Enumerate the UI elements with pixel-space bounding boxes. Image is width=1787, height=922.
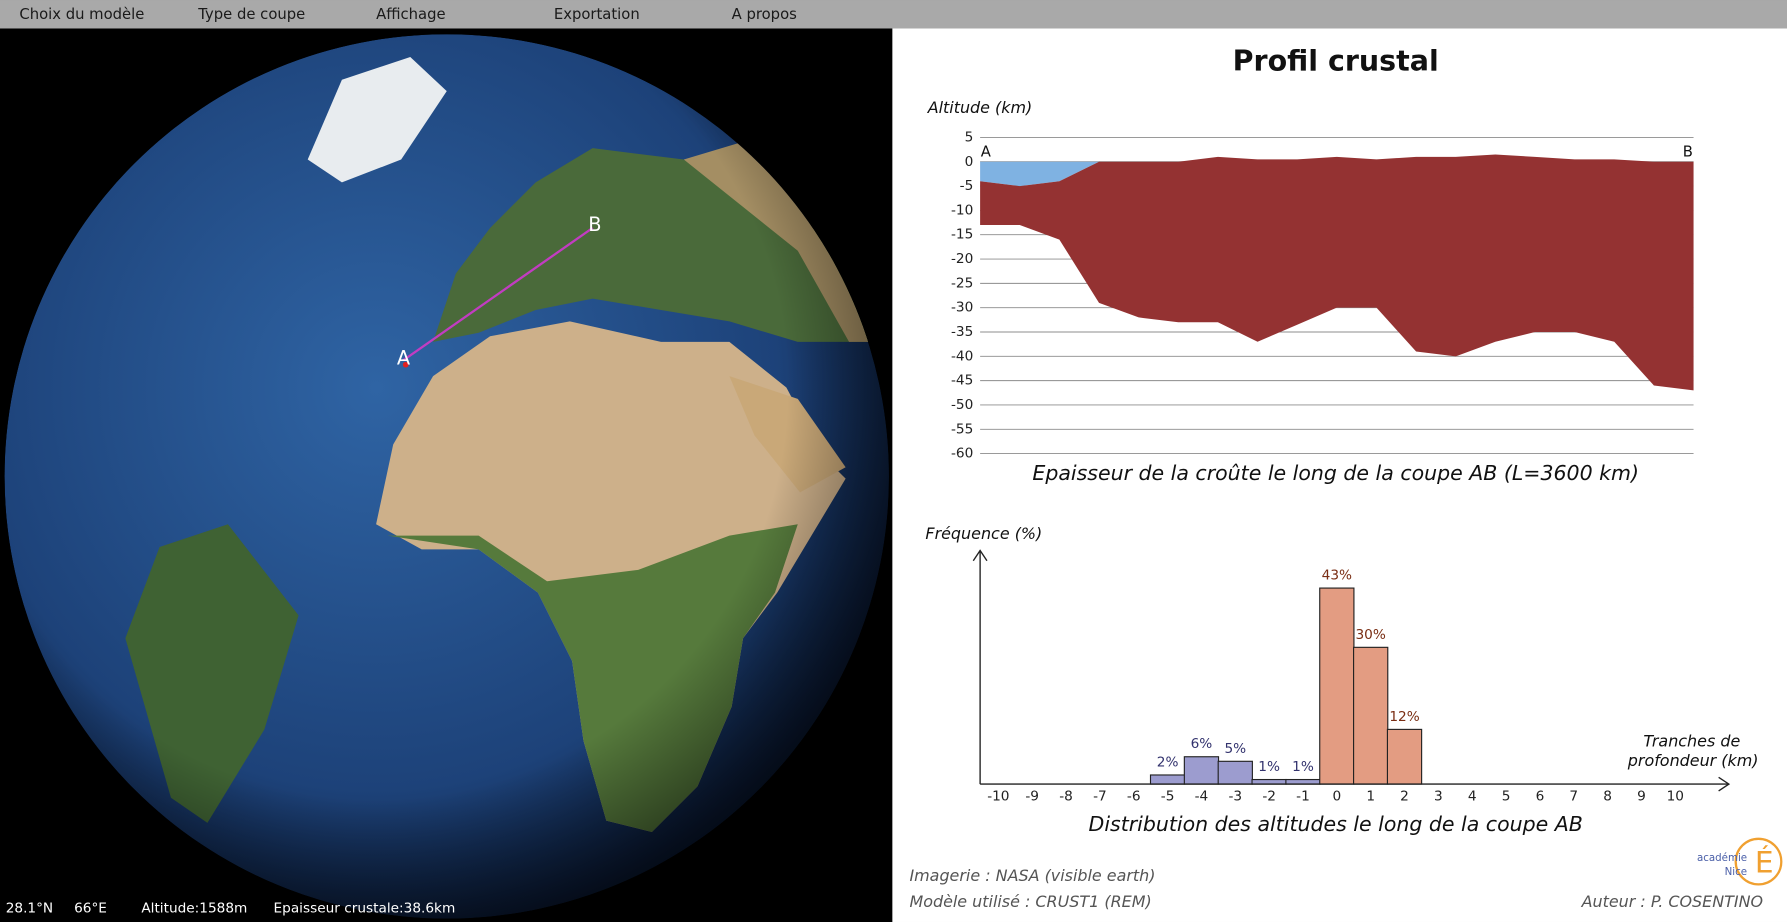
y-tick-label: -35	[951, 324, 973, 340]
status-altitude: Altitude:1588m	[141, 900, 247, 916]
x-tick-label: 10	[1667, 789, 1684, 805]
x-axis-arrow	[1718, 776, 1731, 792]
start-label: A	[981, 144, 991, 161]
end-label: B	[1683, 144, 1693, 161]
x-axis-title: profondeur (km)	[1627, 751, 1759, 770]
bar	[1353, 646, 1389, 785]
point-b-label: B	[588, 213, 601, 236]
bar	[1217, 760, 1253, 785]
status-latitude: 28.1°N	[6, 900, 53, 916]
y-axis-title: Altitude (km)	[927, 98, 1033, 117]
x-tick-label: 8	[1603, 789, 1612, 805]
status-thickness: Epaisseur crustale:38.6km	[274, 900, 456, 916]
x-tick-label: -10	[987, 789, 1009, 805]
x-tick-label: -5	[1161, 789, 1175, 805]
chart-caption: Epaisseur de la croûte le long de la cou…	[1032, 461, 1639, 485]
x-tick-label: 5	[1502, 789, 1511, 805]
y-tick-label: -50	[951, 397, 973, 413]
footer-imagery: Imagerie : NASA (visible earth)	[909, 866, 1155, 885]
x-tick-label: 2	[1400, 789, 1409, 805]
value-label: 1%	[1292, 759, 1314, 775]
y-tick-label: 5	[965, 129, 974, 145]
point-a-label: A	[397, 346, 411, 369]
point-a-marker	[402, 361, 409, 368]
x-tick-label: 6	[1536, 789, 1545, 805]
x-tick-label: -9	[1025, 789, 1039, 805]
y-axis-arrow	[972, 549, 988, 562]
value-label: 2%	[1157, 754, 1179, 770]
value-label: 30%	[1355, 627, 1385, 643]
logo-mark: É	[1755, 844, 1774, 879]
x-tick-label: 9	[1637, 789, 1646, 805]
y-tick-label: -30	[951, 300, 973, 316]
x-tick-label: 7	[1569, 789, 1578, 805]
x-tick-label: 0	[1332, 789, 1341, 805]
footer-author: Auteur : P. COSENTINO	[1581, 892, 1763, 911]
menu-item[interactable]: A propos	[732, 6, 797, 23]
status-longitude: 66°E	[74, 900, 107, 916]
y-tick-label: -45	[951, 373, 973, 389]
page-title: Profil crustal	[1233, 45, 1439, 78]
x-tick-label: -1	[1296, 789, 1310, 805]
bar	[1183, 756, 1220, 785]
value-label: 6%	[1191, 736, 1213, 752]
crust-area	[980, 154, 1694, 391]
menu-item[interactable]: Choix du modèle	[19, 6, 144, 23]
menu-item[interactable]: Type de coupe	[197, 6, 305, 23]
y-tick-label: -25	[951, 275, 973, 291]
x-tick-label: 1	[1366, 789, 1375, 805]
y-tick-label: 0	[965, 154, 974, 170]
y-tick-label: -60	[951, 446, 973, 462]
value-label: 12%	[1389, 709, 1419, 725]
bar	[1149, 774, 1186, 785]
globe[interactable]	[4, 34, 895, 919]
y-tick-label: -5	[960, 178, 974, 194]
y-tick-label: -40	[951, 348, 973, 364]
x-tick-label: -4	[1195, 789, 1209, 805]
y-axis-title: Fréquence (%)	[925, 524, 1042, 543]
y-tick-label: -20	[951, 251, 973, 267]
x-axis-title: Tranches de	[1643, 731, 1740, 750]
menu-item[interactable]: Exportation	[554, 6, 640, 23]
bar	[1386, 728, 1423, 785]
y-tick-label: -10	[951, 202, 973, 218]
logo-text: Nice	[1725, 866, 1747, 878]
water-fill	[980, 161, 1100, 187]
value-label: 43%	[1322, 568, 1352, 584]
chart-caption: Distribution des altitudes le long de la…	[1089, 812, 1583, 836]
x-tick-label: -7	[1093, 789, 1107, 805]
x-tick-label: -6	[1127, 789, 1141, 805]
menu-bar	[0, 0, 1787, 29]
logo-ring	[1734, 837, 1783, 886]
value-label: 1%	[1258, 759, 1280, 775]
value-label: 5%	[1224, 741, 1246, 757]
x-tick-label: -2	[1262, 789, 1276, 805]
footer-model: Modèle utilisé : CRUST1 (REM)	[909, 892, 1151, 911]
y-tick-label: -55	[951, 421, 973, 437]
x-tick-label: -8	[1059, 789, 1073, 805]
bar	[1319, 587, 1355, 785]
y-tick-label: -15	[951, 227, 973, 243]
section-line	[402, 227, 594, 362]
logo-text: académie	[1697, 852, 1747, 864]
x-tick-label: 3	[1434, 789, 1443, 805]
x-tick-label: 4	[1468, 789, 1477, 805]
menu-item[interactable]: Affichage	[376, 6, 446, 23]
x-tick-label: -3	[1228, 789, 1242, 805]
